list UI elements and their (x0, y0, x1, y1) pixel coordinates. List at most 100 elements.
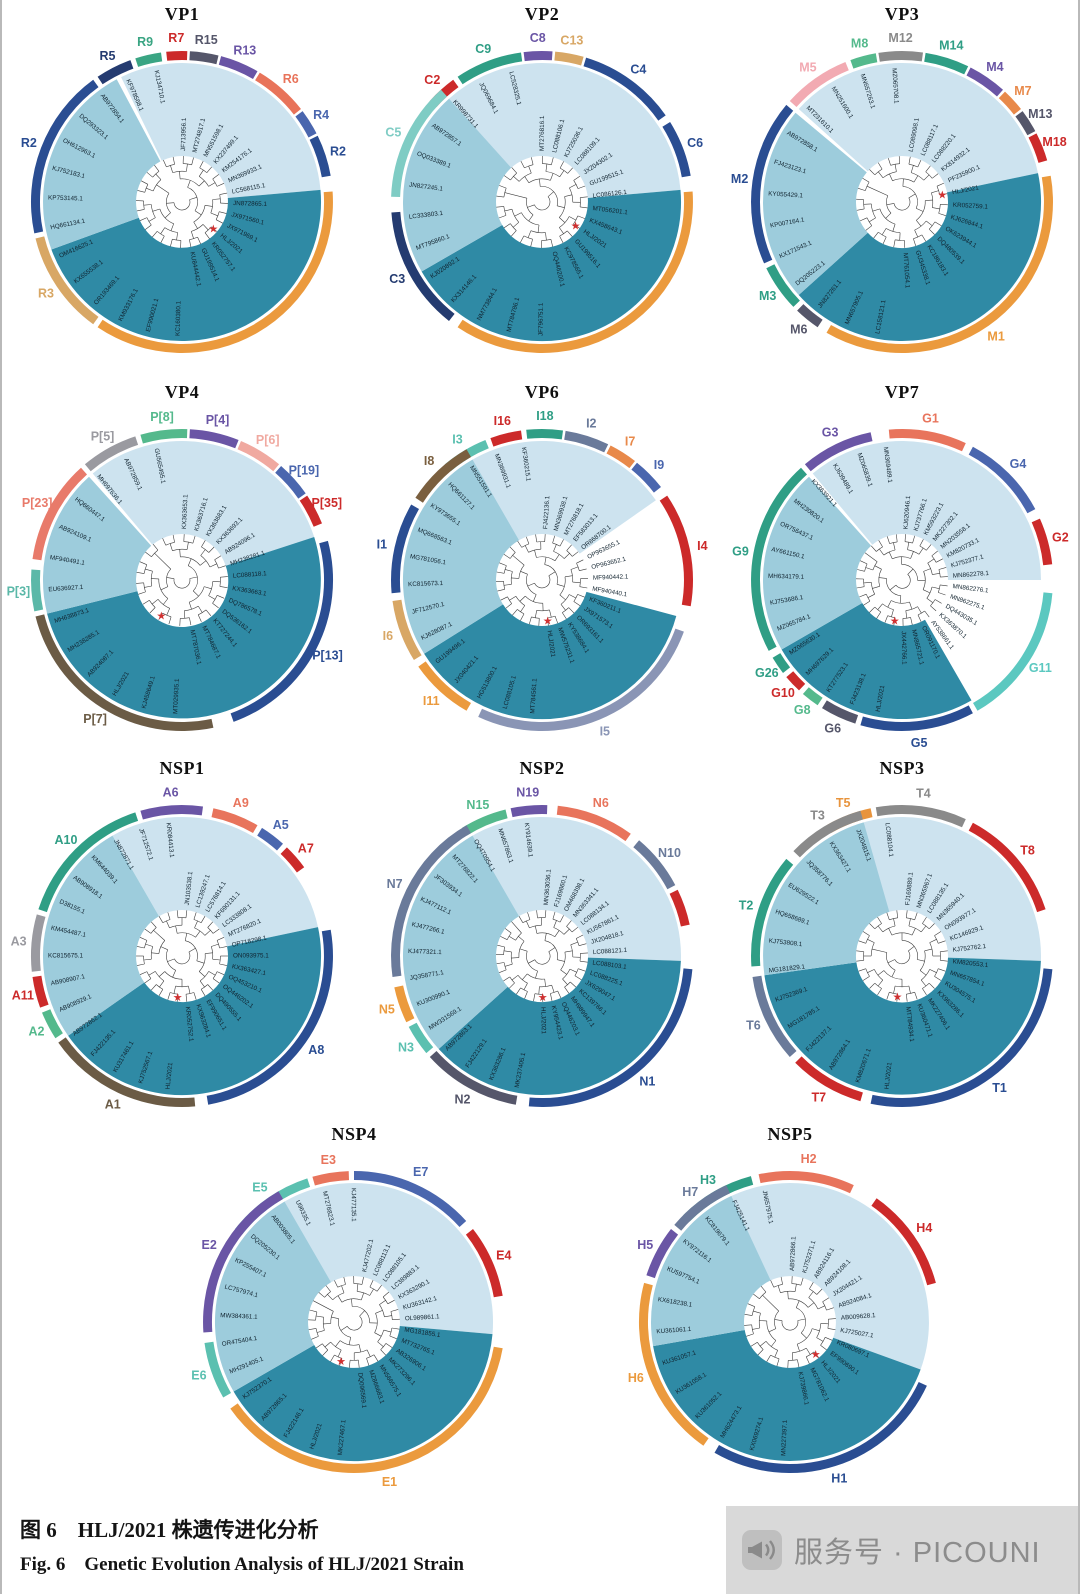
genotype-label: H7 (682, 1185, 698, 1199)
taxon-label: JF796751.1 (538, 302, 545, 336)
genotype-label: H6 (628, 1371, 644, 1385)
genotype-label: I3 (452, 432, 462, 446)
genotype-label: P[8] (150, 410, 174, 424)
panel-vp3: VP3 M5 M8 M12 M14 M4 M7 M13 M18 M1 M6 M3 M2 MT231610… (722, 4, 1078, 378)
genotype-arc (772, 653, 791, 673)
genotype-label: A8 (308, 1043, 324, 1057)
clade-sector (691, 1183, 929, 1370)
panel-nsp1: NSP1 A10 A6 A9 A5 A7 A8 A1 A2 A11 A3 JN872871.1 JF7… (2, 758, 362, 1132)
genotype-label: M14 (939, 39, 963, 53)
genotype-label: A3 (11, 935, 27, 949)
genotype-arc (30, 79, 99, 234)
genotype-arc (752, 975, 797, 1057)
panel-vp6: VP6 I3 I16 I18 I2 I7 I9 I4 I5 I11 I6 I1 I8 MN551591.… (362, 382, 722, 756)
taxon-label: JF713956.1 (180, 117, 188, 151)
genotype-label: H2 (801, 1152, 817, 1166)
taxon-label: LC088121.1 (593, 947, 628, 956)
clade-sector (402, 98, 512, 272)
genotype-arc (556, 805, 631, 842)
phylo-tree-vp4: P[5] P[8] P[4] P[6] P[19] P[35] P[13] P[7] P[3] P… (7, 410, 343, 731)
genotype-label: G9 (732, 545, 749, 559)
genotype-arc (758, 1170, 854, 1194)
clade-sector (43, 79, 161, 250)
genotype-label: I6 (383, 629, 393, 643)
clade-sector (214, 1201, 331, 1392)
genotype-label: M12 (888, 31, 912, 45)
clade-sector (421, 189, 682, 342)
tree-canvas-nsp5: H3 H2 H4 H1 H6 H5 H7 FJ425141.1 JN657975.1 AB9728… (610, 1146, 970, 1498)
genotype-label: H3 (700, 1173, 716, 1187)
taxon-label: KY914639.1 (523, 822, 534, 858)
clade-sector (763, 112, 868, 295)
genotype-label: P[35] (312, 496, 343, 510)
genotype-arc (564, 430, 609, 453)
genotype-arc (295, 111, 317, 138)
figure-caption-zh: 图 6 HLJ/2021 株遗传进化分析 (20, 1518, 319, 1542)
genotype-arc (526, 428, 563, 440)
taxon-label: HLJ/2021 (546, 630, 557, 658)
clade-sector (812, 441, 1041, 580)
taxon-label: KF360215.1 (520, 447, 532, 482)
genotype-arc (478, 628, 684, 732)
tree-title-nsp3: NSP3 (879, 758, 925, 778)
taxon-label: MT784561.1 (529, 678, 538, 714)
genotype-label: G6 (824, 722, 841, 736)
genotype-arc (392, 599, 422, 660)
genotype-label: I4 (697, 539, 707, 553)
tree-canvas-nsp3: T5 T4 T8 T1 T7 T6 T2 T3 JQ358776.1 KX363427.1 JX20… (722, 780, 1078, 1132)
tree-title-nsp5: NSP5 (767, 1124, 813, 1144)
genotype-label: M8 (851, 37, 868, 51)
taxon-label: MN363036.1 (543, 868, 553, 905)
taxon-label: KC815675.1 (48, 953, 84, 960)
genotype-label: G10 (771, 686, 795, 700)
genotype-arc (394, 985, 415, 1023)
taxon-label: FJ169889.1 (904, 871, 915, 905)
genotype-arc (766, 264, 800, 307)
taxon-label: KR084413.1 (165, 822, 176, 858)
taxon-label: MN369489.1 (882, 447, 894, 484)
clade-sector (762, 476, 872, 650)
taxon-label: EU636927.1 (48, 584, 84, 594)
genotype-arc (826, 175, 1053, 354)
genotype-label: A2 (29, 1025, 45, 1039)
clade-sector (650, 1196, 771, 1347)
clade-sector (402, 835, 519, 1049)
genotype-label: R5 (100, 49, 116, 63)
taxon-label: KR052759.1 (953, 202, 989, 211)
panel-vp7: VP7 G3 G1 G4 G2 G11 G5 G6 G8 G10 G26 G9 KX363921.1 K… (722, 382, 1078, 756)
genotype-arc (795, 1056, 863, 1102)
genotype-label: C3 (389, 272, 405, 286)
genotype-label: I1 (377, 538, 387, 552)
taxon-label: HLJ/2021 (952, 184, 980, 196)
panel-vp2: VP2 C2 C9 C8 C13 C4 C6 C3 C5 AB972857.1 KR998731.… (362, 4, 722, 378)
genotype-label: M6 (790, 323, 807, 337)
genotype-label: I9 (654, 458, 664, 472)
genotype-label: I7 (625, 435, 635, 449)
taxon-label: ON093975.1 (233, 953, 269, 960)
genotype-label: I18 (536, 409, 553, 423)
taxon-label: MT276816.1 (539, 115, 546, 151)
genotype-arc (299, 495, 322, 527)
taxon-label: KX363653.1 (181, 494, 190, 529)
clade-sector (798, 173, 1042, 342)
genotype-label: P[3] (7, 584, 31, 598)
panel-nsp3: NSP3 T5 T4 T8 T1 T7 T6 T2 T3 JQ358776.1 KX363427.… (722, 758, 1078, 1132)
taxon-label: AB009628.1 (841, 1312, 877, 1322)
genotype-arc (968, 822, 1046, 913)
hlj2021-star-icon: ★ (543, 615, 553, 628)
genotype-arc (822, 700, 859, 724)
genotype-arc (751, 104, 794, 264)
dendrogram (496, 156, 588, 248)
genotype-label: C13 (560, 34, 583, 48)
genotype-arc (280, 847, 305, 873)
genotype-label: R13 (233, 44, 256, 58)
genotype-arc (554, 51, 584, 66)
genotype-arc (510, 805, 548, 818)
taxon-label: KU361061.1 (656, 1326, 692, 1336)
genotype-arc (32, 975, 49, 1008)
taxon-label: LC333803.1 (409, 210, 444, 221)
